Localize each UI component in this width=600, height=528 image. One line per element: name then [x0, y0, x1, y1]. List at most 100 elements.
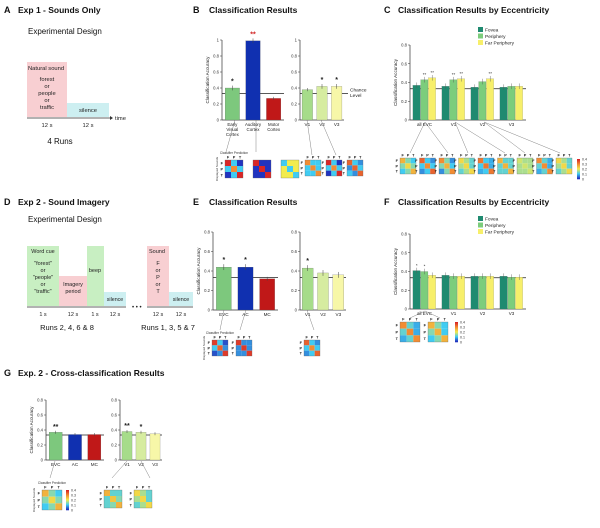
matrix-col-label: P [311, 336, 314, 340]
matrix-row-label: F [415, 159, 418, 163]
colorbar-segment [577, 169, 580, 171]
y-tick-label: 0.6 [213, 70, 219, 75]
dur-d-3: 1 s [91, 312, 99, 318]
matrix-cell [517, 158, 523, 164]
matrix-cell [217, 340, 223, 346]
legend-swatch [478, 229, 483, 234]
silence-box [67, 103, 109, 117]
chart-E-right: 0 0.2 0.4 0.6 0.8 * V1 V2 V3 [291, 230, 346, 317]
matrix-col-label: T [317, 156, 320, 160]
x-tick-label: Early [227, 122, 238, 127]
matrix-cell [110, 502, 116, 508]
cue-option-5: "traffic" [34, 289, 51, 295]
matrix-cell [566, 163, 572, 169]
matrix-cell [439, 158, 445, 164]
matrix-cell [304, 340, 310, 346]
matrix-row-label: T [300, 352, 303, 356]
y-tick-label: 0 [295, 308, 298, 313]
matrix-cell [347, 165, 353, 171]
matrix-cell [314, 340, 320, 346]
matrix-cell [508, 158, 514, 164]
legend-label: Periphery [485, 34, 506, 40]
colorbar-segment [455, 323, 458, 325]
panel-a-letter: A [4, 5, 11, 15]
matrix-cell [483, 158, 489, 164]
colorbar-segment [577, 160, 580, 162]
matrix-cell [293, 160, 299, 166]
matrix-cell [439, 163, 445, 169]
matrix-col-label: T [549, 154, 552, 158]
matrix-row-label: P [207, 346, 210, 350]
colorbar-tick: 0.1 [460, 336, 465, 340]
matrix-row-label: P [300, 166, 303, 170]
matrix-row-label: T [301, 172, 304, 176]
matrix-cell [566, 168, 572, 174]
colorbar-segment [455, 335, 458, 337]
y-tick-label: 1 [295, 38, 298, 43]
colorbar-segment [66, 501, 69, 503]
matrix-cell [314, 345, 320, 351]
matrix-cell [217, 345, 223, 351]
cue-option-3: "people" [33, 275, 53, 281]
panel-g-title: Exp. 2 - Cross-classification Results [18, 368, 165, 378]
matrix-cell [502, 168, 509, 174]
matrix-col-label: F [460, 154, 463, 158]
matrix-frame [399, 157, 417, 175]
matrix-cell [357, 160, 363, 166]
matrix-cell [259, 160, 265, 166]
colorbar-segment [66, 497, 69, 499]
matrix-cell [55, 496, 62, 504]
matrix-cell [428, 335, 435, 342]
matrix-cell [458, 168, 464, 174]
matrix-cell [281, 172, 287, 178]
matrix-cell [253, 160, 259, 166]
colorbar-tick: 0.3 [460, 326, 465, 330]
y-axis-label: Classification Accuracy [393, 58, 398, 106]
bar-early-visual-cortex [225, 87, 240, 121]
matrix-row-label: P [395, 330, 398, 334]
significance-marker: * [306, 258, 309, 265]
colorbar-segment [455, 324, 458, 326]
legend-label: Far Periphery [485, 40, 515, 46]
matrix-cell [310, 165, 316, 171]
matrix-cell [469, 163, 475, 169]
matrix-cell [463, 168, 470, 174]
matrix-col-label: F [238, 336, 241, 340]
bar-far-periphery [515, 277, 523, 310]
significance-marker: * [222, 257, 225, 264]
matrix-col-label: P [312, 156, 315, 160]
matrix-col-label: T [58, 486, 61, 490]
matrix-cell [406, 335, 414, 342]
y-tick-label: 0.4 [291, 269, 297, 274]
colorbar-segment [455, 341, 458, 343]
colorbar-segment [66, 494, 69, 496]
matrix-col-label: T [416, 318, 419, 322]
sound-option-2: or [44, 84, 49, 90]
matrix-row-label: T [435, 170, 438, 174]
displayed-sounds-label: Displayed Sounds [32, 487, 36, 512]
matrix-col-label: P [354, 156, 357, 160]
colorbar-segment [455, 340, 458, 342]
y-tick-label: 0.4 [111, 428, 117, 433]
significance-marker: ** [488, 71, 492, 76]
y-tick-label: 0.8 [37, 398, 43, 403]
bar-far-periphery [486, 78, 494, 121]
y-tick-label: 0.6 [401, 61, 407, 66]
matrix-col-label: F [480, 154, 483, 158]
matrix-cell [116, 496, 122, 502]
matrix-row-label: T [208, 352, 211, 356]
displayed-sounds-label: Displayed Sounds [202, 335, 206, 360]
matrix-cell [231, 166, 237, 172]
bar-far-periphery [486, 276, 494, 310]
x-tick-label: V2 [138, 462, 144, 467]
matrix-col-label: F [328, 156, 331, 160]
matrix-cell [331, 170, 337, 176]
matrix-cell [508, 168, 514, 174]
y-tick-label: 0.2 [213, 102, 219, 107]
matrix-cell [556, 163, 562, 169]
matrix-cell [287, 166, 293, 172]
matrix-row-label: P [37, 498, 40, 502]
